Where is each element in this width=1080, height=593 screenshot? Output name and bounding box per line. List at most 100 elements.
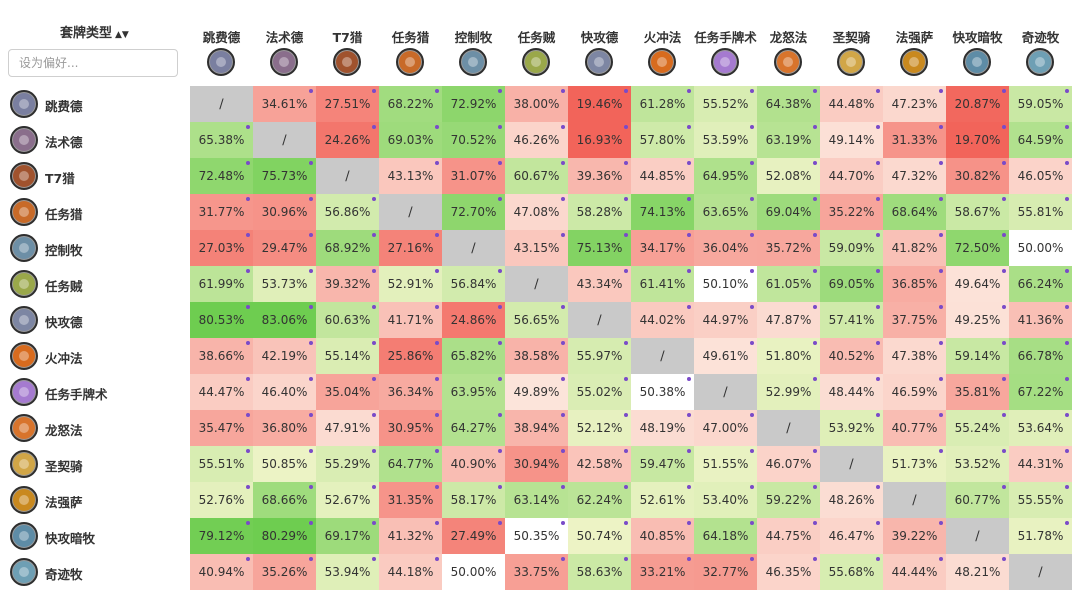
column-header[interactable]: 快攻德 (568, 0, 631, 86)
matchup-cell[interactable]: 60.67% (505, 158, 568, 194)
matchup-cell[interactable]: 44.02% (631, 302, 694, 338)
mirror-matchup-cell[interactable]: ∕ (1009, 554, 1072, 590)
matchup-cell[interactable]: 40.90% (442, 446, 505, 482)
matchup-cell[interactable]: 46.26% (505, 122, 568, 158)
matchup-cell[interactable]: 46.05% (1009, 158, 1072, 194)
matchup-cell[interactable]: 52.99% (757, 374, 820, 410)
matchup-cell[interactable]: 35.26% (253, 554, 316, 590)
matchup-cell[interactable]: 57.41% (820, 302, 883, 338)
matchup-cell[interactable]: 79.12% (190, 518, 253, 554)
matchup-cell[interactable]: 59.09% (820, 230, 883, 266)
row-header[interactable]: 火冲法 (0, 338, 190, 374)
matchup-cell[interactable]: 55.55% (1009, 482, 1072, 518)
matchup-cell[interactable]: 64.77% (379, 446, 442, 482)
matchup-cell[interactable]: 40.77% (883, 410, 946, 446)
matchup-cell[interactable]: 47.23% (883, 86, 946, 122)
matchup-cell[interactable]: 35.81% (946, 374, 1009, 410)
matchup-cell[interactable]: 65.82% (442, 338, 505, 374)
column-header[interactable]: 快攻暗牧 (946, 0, 1009, 86)
row-header[interactable]: 控制牧 (0, 230, 190, 266)
matchup-cell[interactable]: 24.26% (316, 122, 379, 158)
matchup-cell[interactable]: 68.92% (316, 230, 379, 266)
row-header[interactable]: 圣契骑 (0, 446, 190, 482)
matchup-cell[interactable]: 36.85% (883, 266, 946, 302)
matchup-cell[interactable]: 41.32% (379, 518, 442, 554)
matchup-cell[interactable]: 46.47% (820, 518, 883, 554)
matchup-cell[interactable]: 46.35% (757, 554, 820, 590)
matchup-cell[interactable]: 69.17% (316, 518, 379, 554)
matchup-cell[interactable]: 40.85% (631, 518, 694, 554)
matchup-cell[interactable]: 50.38% (631, 374, 694, 410)
matchup-cell[interactable]: 40.52% (820, 338, 883, 374)
column-header[interactable]: 跳费德 (190, 0, 253, 86)
mirror-matchup-cell[interactable]: ∕ (190, 86, 253, 122)
matchup-cell[interactable]: 31.33% (883, 122, 946, 158)
column-header[interactable]: 任务贼 (505, 0, 568, 86)
matchup-cell[interactable]: 49.61% (694, 338, 757, 374)
matchup-cell[interactable]: 47.08% (505, 194, 568, 230)
matchup-cell[interactable]: 47.00% (694, 410, 757, 446)
matchup-cell[interactable]: 27.49% (442, 518, 505, 554)
matchup-cell[interactable]: 68.64% (883, 194, 946, 230)
matchup-cell[interactable]: 30.94% (505, 446, 568, 482)
matchup-cell[interactable]: 60.77% (946, 482, 1009, 518)
matchup-cell[interactable]: 41.71% (379, 302, 442, 338)
matchup-cell[interactable]: 46.07% (757, 446, 820, 482)
matchup-cell[interactable]: 56.86% (316, 194, 379, 230)
matchup-cell[interactable]: 61.41% (631, 266, 694, 302)
matchup-cell[interactable]: 66.24% (1009, 266, 1072, 302)
column-header[interactable]: 奇迹牧 (1009, 0, 1072, 86)
matchup-cell[interactable]: 69.03% (379, 122, 442, 158)
matchup-cell[interactable]: 46.59% (883, 374, 946, 410)
matchup-cell[interactable]: 63.14% (505, 482, 568, 518)
matchup-cell[interactable]: 49.64% (946, 266, 1009, 302)
matchup-cell[interactable]: 72.92% (442, 86, 505, 122)
matchup-cell[interactable]: 34.17% (631, 230, 694, 266)
row-header[interactable]: 龙怒法 (0, 410, 190, 446)
matchup-cell[interactable]: 53.73% (253, 266, 316, 302)
matchup-cell[interactable]: 64.95% (694, 158, 757, 194)
matchup-cell[interactable]: 52.61% (631, 482, 694, 518)
matchup-cell[interactable]: 35.72% (757, 230, 820, 266)
matchup-cell[interactable]: 53.40% (694, 482, 757, 518)
matchup-cell[interactable]: 68.22% (379, 86, 442, 122)
matchup-cell[interactable]: 52.12% (568, 410, 631, 446)
column-header[interactable]: 控制牧 (442, 0, 505, 86)
matchup-cell[interactable]: 55.24% (946, 410, 1009, 446)
column-header[interactable]: 任务手牌术 (694, 0, 757, 86)
sort-deck-type-header[interactable]: 套牌类型 ▲▼ (60, 22, 129, 41)
matchup-cell[interactable]: 52.76% (190, 482, 253, 518)
matchup-cell[interactable]: 67.22% (1009, 374, 1072, 410)
matchup-cell[interactable]: 47.91% (316, 410, 379, 446)
matchup-cell[interactable]: 39.22% (883, 518, 946, 554)
matchup-cell[interactable]: 24.86% (442, 302, 505, 338)
mirror-matchup-cell[interactable]: ∕ (883, 482, 946, 518)
matchup-cell[interactable]: 83.06% (253, 302, 316, 338)
matchup-cell[interactable]: 59.05% (1009, 86, 1072, 122)
matchup-cell[interactable]: 52.08% (757, 158, 820, 194)
matchup-cell[interactable]: 40.94% (190, 554, 253, 590)
matchup-cell[interactable]: 31.07% (442, 158, 505, 194)
matchup-cell[interactable]: 58.28% (568, 194, 631, 230)
matchup-cell[interactable]: 19.70% (946, 122, 1009, 158)
mirror-matchup-cell[interactable]: ∕ (505, 266, 568, 302)
matchup-cell[interactable]: 65.38% (190, 122, 253, 158)
mirror-matchup-cell[interactable]: ∕ (253, 122, 316, 158)
column-header[interactable]: 圣契骑 (820, 0, 883, 86)
matchup-cell[interactable]: 49.14% (820, 122, 883, 158)
matchup-cell[interactable]: 56.65% (505, 302, 568, 338)
matchup-cell[interactable]: 36.34% (379, 374, 442, 410)
matchup-cell[interactable]: 30.82% (946, 158, 1009, 194)
matchup-cell[interactable]: 61.05% (757, 266, 820, 302)
matchup-cell[interactable]: 52.91% (379, 266, 442, 302)
matchup-cell[interactable]: 55.14% (316, 338, 379, 374)
matchup-cell[interactable]: 44.97% (694, 302, 757, 338)
row-header[interactable]: 任务猎 (0, 194, 190, 230)
matchup-cell[interactable]: 33.21% (631, 554, 694, 590)
matchup-cell[interactable]: 44.18% (379, 554, 442, 590)
matchup-cell[interactable]: 30.96% (253, 194, 316, 230)
matchup-cell[interactable]: 60.63% (316, 302, 379, 338)
matchup-cell[interactable]: 69.05% (820, 266, 883, 302)
matchup-cell[interactable]: 58.17% (442, 482, 505, 518)
matchup-cell[interactable]: 53.59% (694, 122, 757, 158)
